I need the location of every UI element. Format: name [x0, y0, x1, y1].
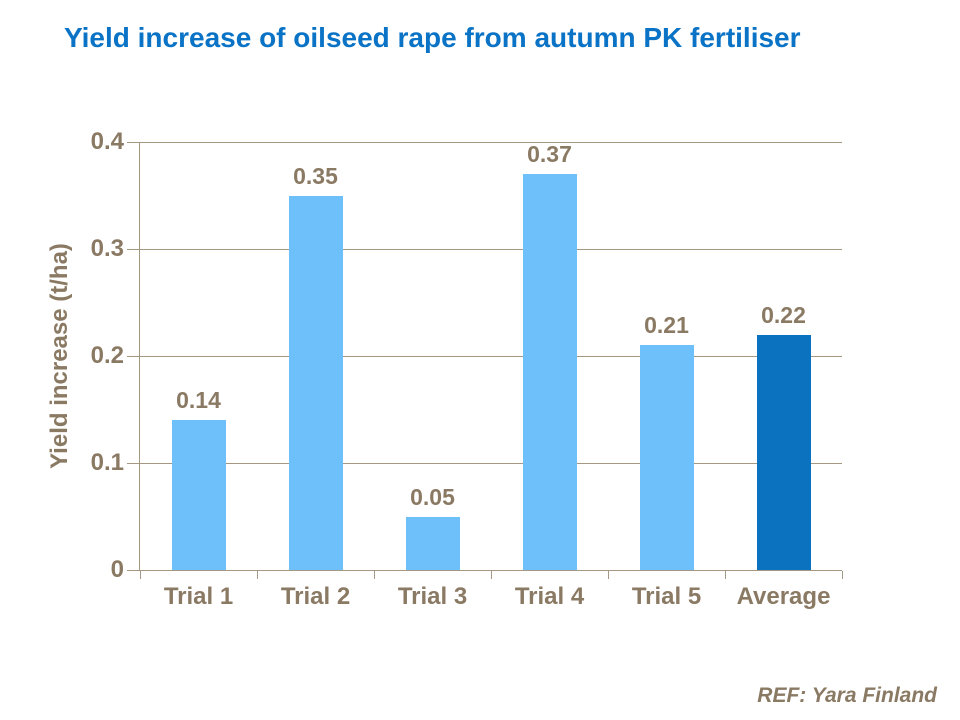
x-axis-category-label: Trial 1 [163, 583, 234, 610]
x-axis-tick [841, 571, 843, 579]
bar-trial-1 [171, 420, 226, 570]
y-axis-title: Yield increase (t/ha) [46, 243, 73, 469]
x-axis-category-label: Trial 4 [514, 583, 585, 610]
y-axis-tick [127, 141, 139, 143]
y-axis-tick-label: 0.3 [90, 235, 124, 262]
x-axis-category-label: Trial 3 [397, 583, 468, 610]
x-axis-tick [373, 571, 375, 579]
bar-value-label: 0.22 [761, 301, 806, 328]
gridline [140, 462, 842, 464]
gridline [140, 248, 842, 250]
y-axis-tick-label: 0.1 [90, 449, 124, 476]
x-axis-tick [256, 571, 258, 579]
bar-average [756, 334, 811, 570]
y-axis-tick-label: 0.2 [90, 342, 124, 369]
bar-trial-2 [288, 195, 343, 570]
y-axis-tick [127, 248, 139, 250]
x-axis-tick [490, 571, 492, 579]
y-axis-tick [127, 569, 139, 571]
bar-value-label: 0.14 [176, 387, 221, 414]
y-axis-tick [127, 462, 139, 464]
bar-trial-5 [639, 345, 694, 570]
bar-value-label: 0.35 [293, 162, 338, 189]
gridline [140, 141, 842, 143]
y-axis-tick-label: 0 [110, 556, 124, 583]
y-axis-tick [127, 355, 139, 357]
bar-value-label: 0.05 [410, 483, 455, 510]
x-axis-line [139, 570, 842, 571]
reference-note: REF: Yara Finland [757, 684, 937, 707]
x-axis-category-label: Average [736, 583, 831, 610]
chart-title: Yield increase of oilseed rape from autu… [64, 22, 801, 53]
y-axis-tick-label: 0.4 [90, 128, 124, 155]
x-axis-category-label: Trial 5 [631, 583, 702, 610]
x-axis-category-label: Trial 2 [280, 583, 351, 610]
x-axis-tick [607, 571, 609, 579]
x-axis-tick [139, 571, 141, 579]
x-axis-tick [724, 571, 726, 579]
gridline [140, 355, 842, 357]
y-axis-line [139, 142, 140, 571]
bar-trial-3 [405, 516, 460, 570]
bar-value-label: 0.37 [527, 141, 572, 168]
bar-chart-plot-area: 0 0.1 0.2 0.3 0.4 0.14 Trial 1 0.35 Trial 2 0.05 T… [91, 128, 843, 610]
bar-value-label: 0.21 [644, 312, 689, 339]
bar-trial-4 [522, 174, 577, 570]
